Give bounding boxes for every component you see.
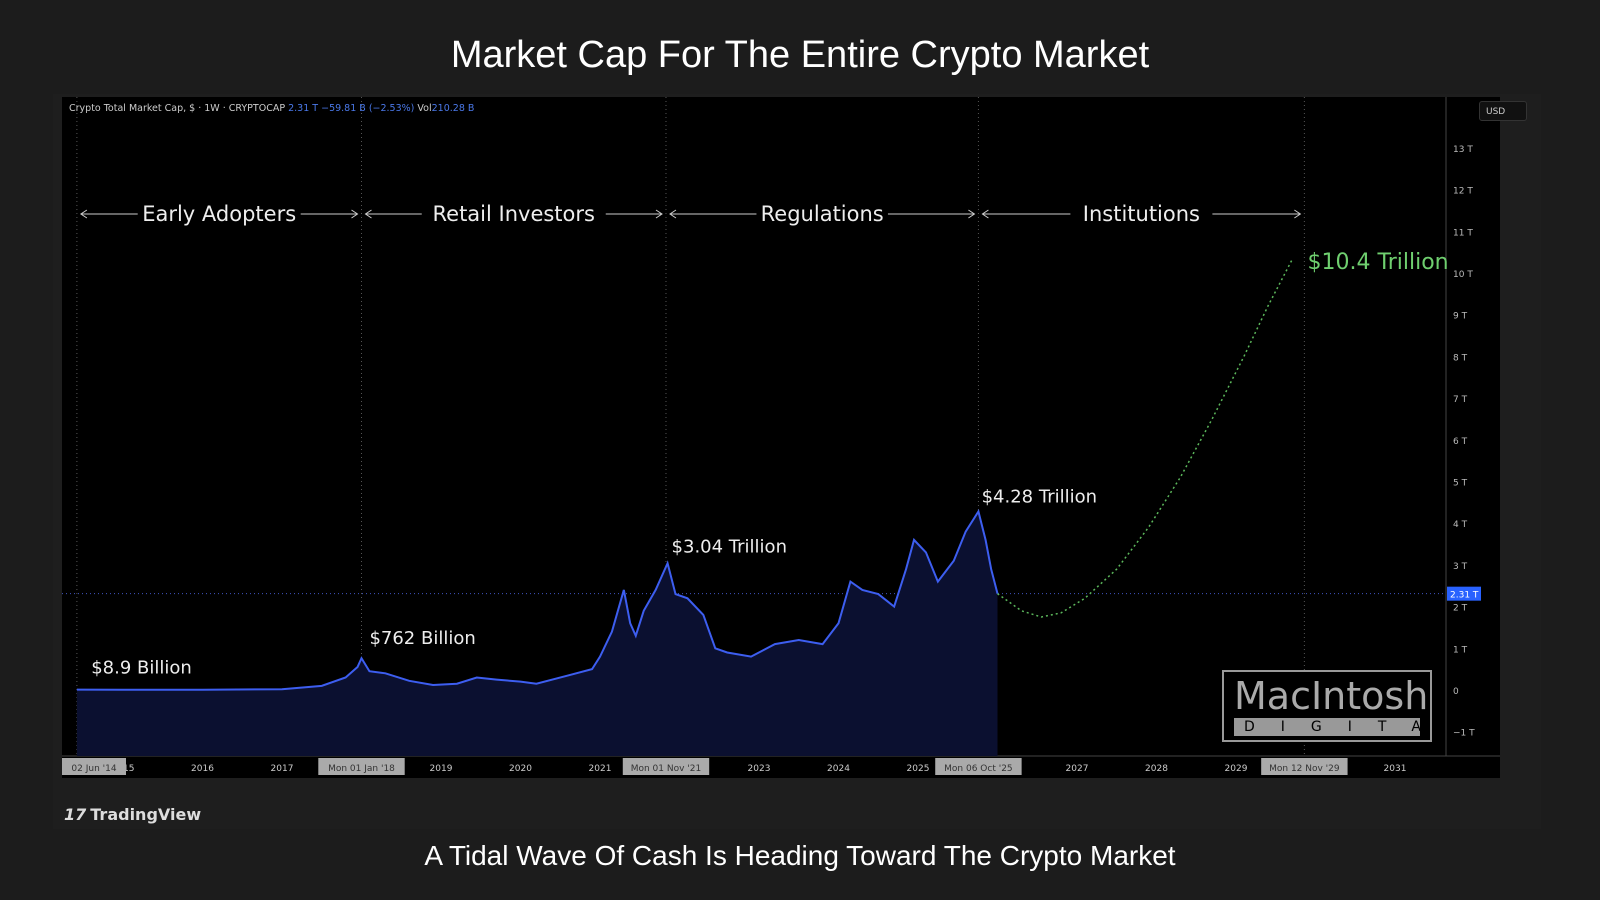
chart-legend: Crypto Total Market Cap, $ · 1W · CRYPTO…	[69, 103, 474, 114]
date-marker-box	[318, 758, 405, 775]
time-axis	[62, 756, 1500, 778]
value-annotation: $4.28 Trillion	[982, 486, 1097, 507]
era-label: Retail Investors	[433, 202, 595, 226]
page-subtitle: A Tidal Wave Of Cash Is Heading Toward T…	[424, 840, 1176, 871]
y-tick-label: 4 T	[1453, 520, 1468, 530]
price-change: −59.81 B (−2.53%)	[321, 103, 415, 114]
x-tick-label: 2028	[1145, 764, 1168, 774]
era-arrowheads	[669, 209, 976, 219]
x-tick-label: 2027	[1066, 764, 1089, 774]
tradingview-logo-icon: 17	[64, 805, 87, 824]
date-marker-label: Mon 01 Nov '21	[631, 764, 702, 774]
value-annotation: $8.9 Billion	[91, 657, 192, 678]
x-tick-label: 2016	[191, 764, 214, 774]
y-tick-label: 11 T	[1453, 228, 1473, 238]
volume-value: 210.28 B	[431, 103, 475, 114]
value-annotation: $762 Billion	[369, 628, 475, 649]
y-tick-label: 13 T	[1453, 145, 1473, 155]
y-tick-label: 2 T	[1453, 604, 1468, 614]
current-price-badge	[1447, 586, 1481, 601]
price-axis	[1446, 97, 1500, 756]
era-arrowheads	[364, 209, 663, 219]
date-marker-box	[622, 758, 710, 775]
date-marker-label: Mon 01 Jan '18	[328, 764, 395, 774]
tradingview-label: TradingView	[90, 805, 202, 824]
x-tick-label: 2017	[271, 764, 294, 774]
date-marker-box	[62, 758, 126, 775]
era-arrowheads	[981, 209, 1302, 219]
macintosh-digital-logo: MacIntosh DIGITAL	[1222, 670, 1455, 742]
y-tick-label: 1 T	[1453, 645, 1468, 655]
x-tick-label: 2021	[589, 764, 612, 774]
tradingview-brand[interactable]: 17 TradingView	[64, 805, 201, 824]
logo-sub-text: DIGITAL	[1234, 718, 1455, 736]
era-label: Institutions	[1083, 202, 1200, 226]
x-tick-label: 2029	[1225, 764, 1248, 774]
series-area	[76, 511, 998, 756]
projection-line	[997, 260, 1293, 618]
era-label: Early Adopters	[142, 202, 296, 226]
value-annotation: $3.04 Trillion	[672, 536, 787, 557]
volume-label: Vol	[417, 103, 432, 114]
currency-button[interactable]: USD	[1479, 101, 1527, 121]
y-tick-label: 5 T	[1453, 479, 1468, 489]
x-tick-label: 2019	[430, 764, 453, 774]
y-tick-label: 10 T	[1453, 270, 1473, 280]
x-tick-label: 2023	[748, 764, 771, 774]
date-marker-label: Mon 12 Nov '29	[1269, 764, 1340, 774]
date-marker-box	[935, 758, 1022, 775]
y-tick-label: 9 T	[1453, 312, 1468, 322]
era-arrowheads	[79, 209, 359, 219]
y-tick-label: 7 T	[1453, 395, 1468, 405]
y-tick-label: −1 T	[1453, 729, 1475, 739]
x-tick-label: 2025	[907, 764, 930, 774]
y-tick-label: 8 T	[1453, 353, 1468, 363]
x-tick-label: 2020	[509, 764, 532, 774]
series-line	[76, 509, 999, 691]
current-price-label: 2.31 T	[1450, 591, 1479, 601]
date-marker-label: Mon 06 Oct '25	[944, 764, 1013, 774]
symbol-name: Crypto Total Market Cap, $ · 1W · CRYPTO…	[69, 103, 286, 114]
y-tick-label: 6 T	[1453, 437, 1468, 447]
era-label: Regulations	[761, 202, 884, 226]
x-tick-label: 2031	[1384, 764, 1407, 774]
y-tick-label: 12 T	[1453, 187, 1473, 197]
plot-area	[62, 97, 1446, 756]
y-tick-label: 0	[1453, 687, 1459, 697]
x-tick-label: 2024	[827, 764, 850, 774]
date-marker-box	[1261, 758, 1348, 775]
value-annotation: $10.4 Trillion	[1308, 250, 1449, 275]
page-title: Market Cap For The Entire Crypto Market	[450, 34, 1150, 76]
price-value: 2.31 T	[288, 103, 319, 114]
date-marker-label: 02 Jun '14	[71, 764, 116, 774]
logo-main-text: MacIntosh	[1234, 674, 1429, 718]
y-tick-label: 3 T	[1453, 562, 1468, 572]
